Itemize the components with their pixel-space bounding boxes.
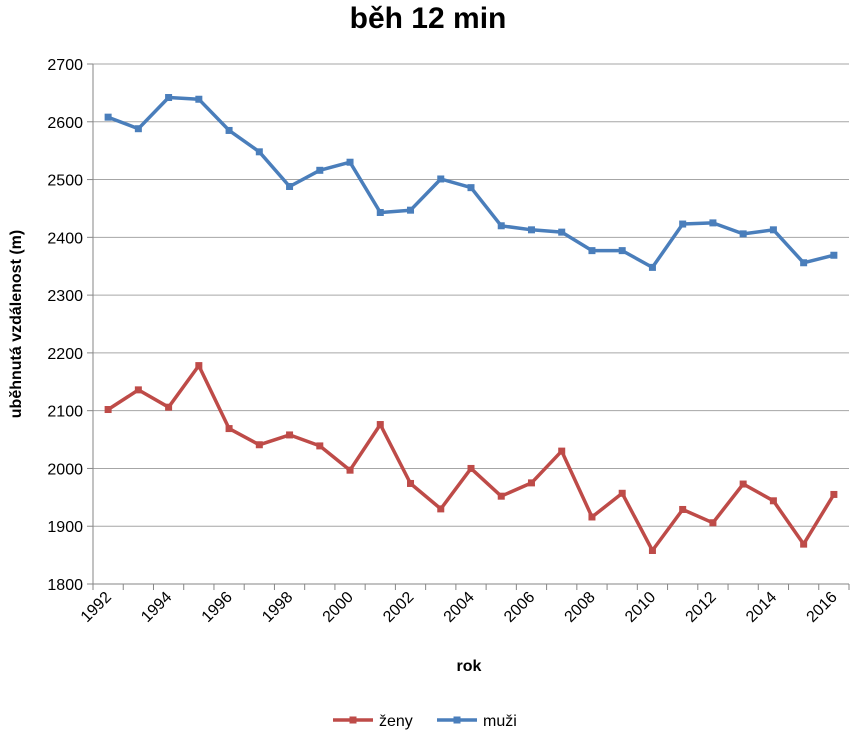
y-tick-label: 2200 (47, 346, 83, 363)
x-tick-label: 2000 (320, 589, 357, 626)
x-tick-label: 2010 (622, 589, 659, 626)
data-point (800, 540, 808, 548)
x-tick-labels: 1992 1994 1996 1998 2000 2002 2004 2006 2008 2010… (78, 589, 841, 626)
data-point (316, 166, 324, 174)
legend-item: muži (437, 713, 517, 730)
data-point (648, 263, 656, 271)
data-point (588, 247, 596, 255)
data-point (134, 386, 142, 394)
legend-marker (453, 716, 461, 724)
y-tick-label: 2500 (47, 173, 83, 190)
data-point (558, 447, 566, 455)
data-point (195, 95, 203, 103)
y-tick-label: 1900 (47, 519, 83, 536)
data-point (558, 228, 566, 236)
data-point (255, 441, 263, 449)
x-tick-label: 2004 (441, 589, 478, 626)
data-point (195, 362, 203, 370)
data-point (165, 94, 173, 102)
data-point (346, 158, 354, 166)
data-point (830, 490, 838, 498)
series-group (104, 94, 838, 554)
legend-label: ženy (379, 713, 413, 730)
x-tick-label: 2008 (562, 589, 599, 626)
data-point (376, 421, 384, 429)
series-0 (104, 362, 838, 554)
axes (87, 63, 850, 590)
data-point (225, 425, 233, 433)
x-tick-label: 2016 (804, 589, 841, 626)
x-tick-label: 1994 (138, 589, 175, 626)
y-axis-title: uběhnutá vzdálenost (m) (8, 230, 25, 418)
x-tick-label: 2012 (683, 589, 720, 626)
data-point (618, 247, 626, 255)
data-point (497, 492, 505, 500)
data-point (648, 546, 656, 554)
y-tick-label: 2400 (47, 230, 83, 247)
x-tick-label: 1998 (259, 589, 296, 626)
legend: ženy muži (333, 713, 517, 730)
series-line (107, 95, 835, 270)
data-point (316, 442, 324, 450)
data-point (407, 206, 415, 214)
series-1 (104, 94, 838, 271)
data-point (679, 220, 687, 228)
data-point (286, 182, 294, 190)
x-axis-title: rok (457, 658, 482, 675)
y-tick-labels: 1800 1900 2000 2100 2200 2300 2400 2500 2600 2700 (47, 57, 83, 594)
data-point (467, 464, 475, 472)
data-point (618, 489, 626, 497)
y-tick-label: 2700 (47, 57, 83, 74)
y-tick-label: 2100 (47, 404, 83, 421)
x-tick-label: 2006 (501, 589, 538, 626)
legend-item: ženy (333, 713, 413, 730)
y-tick-label: 1800 (47, 577, 83, 594)
y-tick-label: 2000 (47, 461, 83, 478)
data-point (346, 466, 354, 474)
legend-label: muži (483, 713, 517, 730)
y-tick-label: 2300 (47, 288, 83, 305)
data-point (104, 406, 112, 414)
data-point (467, 184, 475, 192)
data-point (225, 126, 233, 134)
x-tick-label: 2002 (380, 589, 417, 626)
data-point (830, 251, 838, 259)
data-point (165, 403, 173, 411)
data-point (769, 497, 777, 505)
data-point (769, 226, 777, 234)
data-point (134, 125, 142, 133)
legend-marker (349, 716, 357, 724)
data-point (255, 148, 263, 156)
data-point (437, 175, 445, 183)
data-point (286, 431, 294, 439)
data-point (407, 479, 415, 487)
data-point (739, 480, 747, 488)
x-tick-label: 2014 (743, 589, 780, 626)
x-tick-label: 1996 (199, 589, 236, 626)
series-line (107, 363, 836, 553)
data-point (527, 226, 535, 234)
data-point (800, 259, 808, 267)
data-point (497, 222, 505, 230)
data-point (376, 208, 384, 216)
chart-title: běh 12 min (350, 2, 507, 35)
data-point (739, 230, 747, 238)
y-tick-label: 2600 (47, 115, 83, 132)
data-point (588, 513, 596, 521)
data-point (437, 505, 445, 513)
gridlines (93, 63, 849, 527)
data-point (104, 113, 112, 121)
data-point (679, 505, 687, 513)
data-point (527, 479, 535, 487)
data-point (709, 219, 717, 227)
x-tick-label: 1992 (78, 589, 115, 626)
data-point (709, 519, 717, 527)
